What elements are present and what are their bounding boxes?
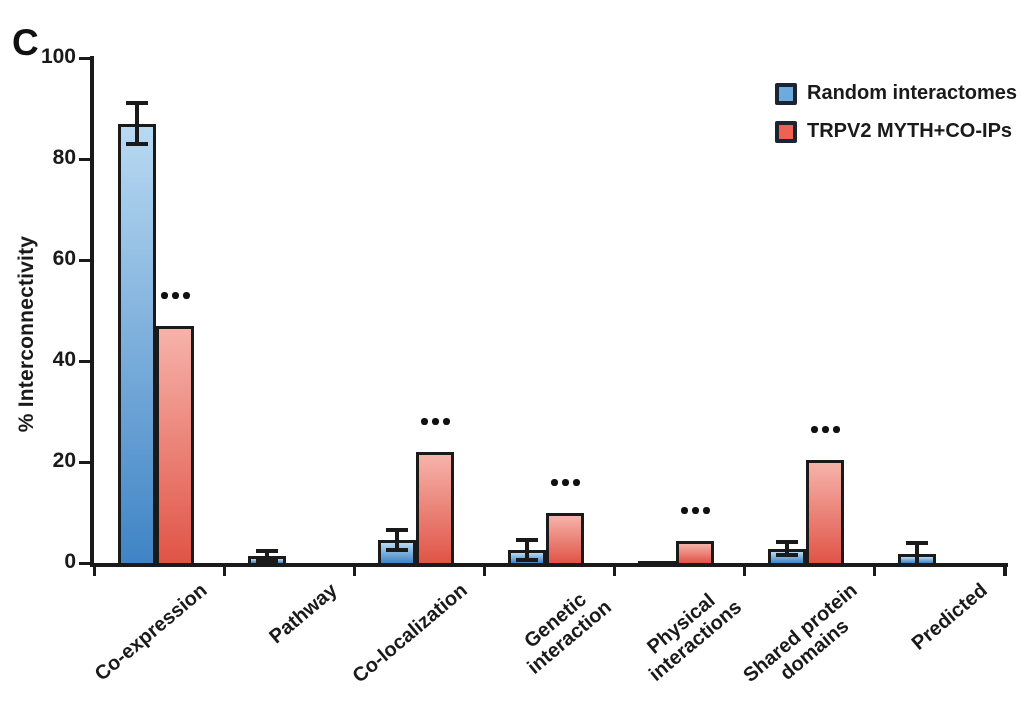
error-bar-cap-bottom <box>256 559 278 564</box>
significance-marker <box>548 478 582 486</box>
error-bar-line <box>135 103 139 144</box>
error-bar-cap-bottom <box>776 553 798 558</box>
error-bar-cap-top <box>386 528 408 533</box>
y-tick-label: 60 <box>52 247 76 270</box>
x-category-label: Genetic interaction <box>520 588 616 679</box>
bar-trpv2-myth-coips <box>676 541 714 563</box>
significance-marker <box>418 417 452 425</box>
x-tick <box>223 567 226 576</box>
significance-dot <box>442 417 450 425</box>
y-tick <box>79 258 91 262</box>
x-category-label: Co-expression <box>90 579 212 686</box>
y-tick-label: 20 <box>52 449 76 472</box>
error-bar-line <box>525 540 529 561</box>
significance-dot <box>550 478 558 486</box>
significance-marker <box>678 507 712 515</box>
significance-dot <box>182 291 190 299</box>
y-tick <box>79 359 91 363</box>
error-bar-line <box>785 542 789 556</box>
x-tick <box>743 567 746 576</box>
error-bar-cap-bottom <box>126 141 148 146</box>
significance-marker <box>158 291 192 299</box>
significance-dot <box>680 507 688 515</box>
error-bar-line <box>395 530 399 551</box>
legend-label: Random interactomes <box>807 82 1018 104</box>
significance-dot <box>160 291 168 299</box>
x-tick <box>353 567 356 576</box>
significance-dot <box>821 426 829 434</box>
y-tick-label: 40 <box>52 348 76 371</box>
significance-dot <box>832 426 840 434</box>
x-tick <box>873 567 876 576</box>
error-bar-cap-bottom <box>516 558 538 563</box>
legend-swatch-blue <box>775 82 797 105</box>
bar-random-interactomes <box>118 123 156 563</box>
x-tick <box>93 567 96 576</box>
error-bar-line <box>265 551 269 562</box>
bar-trpv2-myth-coips <box>416 451 454 563</box>
legend: Random interactomes TRPV2 MYTH+CO-IPs <box>775 82 1017 158</box>
y-axis-line <box>90 56 94 567</box>
bar-random-interactomes <box>638 560 676 564</box>
legend-swatch-red <box>775 120 797 143</box>
x-tick <box>483 567 486 576</box>
error-bar-cap-top <box>906 540 928 545</box>
y-tick <box>79 56 91 60</box>
bar-trpv2-myth-coips <box>156 325 194 563</box>
legend-item-trpv2: TRPV2 MYTH+CO-IPs <box>775 120 1017 143</box>
error-bar-line <box>915 542 919 566</box>
x-category-label: Predicted <box>907 579 992 655</box>
significance-dot <box>171 291 179 299</box>
error-bar-cap-bottom <box>906 563 928 568</box>
significance-marker <box>808 426 842 434</box>
significance-dot <box>561 478 569 486</box>
x-category-label: Co-localization <box>348 579 472 688</box>
legend-label: TRPV2 MYTH+CO-IPs <box>807 120 1013 142</box>
significance-dot <box>810 426 818 434</box>
error-bar-cap-top <box>256 549 278 554</box>
x-category-label: Shared protein domains <box>739 579 862 687</box>
y-tick <box>79 460 91 464</box>
significance-dot <box>691 507 699 515</box>
y-tick-label: 100 <box>40 45 76 68</box>
y-tick-label: 0 <box>64 550 76 573</box>
y-tick <box>79 561 91 565</box>
error-bar-cap-bottom <box>386 548 408 553</box>
x-axis-line <box>90 563 1008 567</box>
error-bar-cap-top <box>776 540 798 545</box>
bar-trpv2-myth-coips <box>546 512 584 563</box>
significance-dot <box>420 417 428 425</box>
x-category-label: Physical interactions <box>642 589 746 686</box>
x-category-label: Pathway <box>265 579 342 649</box>
significance-dot <box>572 478 580 486</box>
legend-item-random-interactomes: Random interactomes <box>775 82 1017 105</box>
significance-dot <box>702 507 710 515</box>
x-tick <box>1003 567 1006 576</box>
y-tick <box>79 157 91 161</box>
significance-dot <box>431 417 439 425</box>
error-bar-cap-top <box>516 538 538 543</box>
y-tick-label: 80 <box>52 146 76 169</box>
bar-trpv2-myth-coips <box>806 460 844 563</box>
panel-label: C <box>12 22 39 63</box>
error-bar-cap-top <box>126 101 148 106</box>
x-tick <box>613 567 616 576</box>
